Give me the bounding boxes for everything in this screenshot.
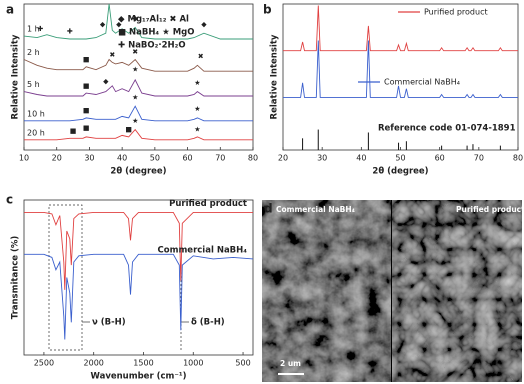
peak-marker: ★ xyxy=(132,66,138,74)
x-tick-label: 70 xyxy=(215,154,225,163)
peak-marker: ■ xyxy=(83,124,90,132)
x-tick-label: 20 xyxy=(278,154,288,163)
series-label: Commercial NaBH₄ xyxy=(158,245,248,255)
peak-marker: ◆ xyxy=(116,20,122,28)
series-line xyxy=(24,211,253,290)
highlight-box xyxy=(48,204,83,351)
peak-marker: ◆ xyxy=(103,77,109,85)
legend-label: Purified product xyxy=(424,8,488,17)
x-tick-label: 80 xyxy=(513,154,523,163)
peak-marker: ★ xyxy=(194,79,200,87)
x-tick-label: 40 xyxy=(356,154,366,163)
peak-marker: ✚ xyxy=(37,25,43,33)
peak-marker: ✖ xyxy=(109,51,115,59)
peak-marker: ◆ xyxy=(201,20,207,28)
series-line xyxy=(283,40,518,98)
sem-image: d Commercial NaBH₄ Purified product 2 um xyxy=(262,200,524,382)
peak-marker: ★ xyxy=(132,117,138,125)
series-label: 20 h xyxy=(27,128,45,137)
peak-marker: ■ xyxy=(125,126,132,134)
peak-marker: ◆ xyxy=(133,15,139,23)
plot-frame xyxy=(23,3,254,151)
peak-marker: ★ xyxy=(132,93,138,101)
image-label: Purified product xyxy=(456,205,524,214)
scale-label: 2 um xyxy=(280,359,301,368)
divider xyxy=(391,200,392,382)
y-axis-label: Relative Intensity xyxy=(270,34,280,119)
x-tick-label: 60 xyxy=(182,154,192,163)
series-label: 2 h xyxy=(27,48,40,57)
x-tick-label: 70 xyxy=(474,154,484,163)
series-line xyxy=(24,128,253,141)
series-label: 10 h xyxy=(27,109,45,118)
series-line xyxy=(23,3,253,40)
annotation: ◆ Mg₁₇Al₁₂ ✖ Al xyxy=(118,15,189,25)
series-label: Purified product xyxy=(169,199,247,209)
x-tick-label: 1500 xyxy=(133,359,153,368)
annotation: ✚ NaBO₂·2H₂O xyxy=(118,41,186,51)
x-tick-label: 20 xyxy=(52,154,62,163)
x-tick-label: 40 xyxy=(117,154,127,163)
x-tick-label: 1000 xyxy=(183,359,203,368)
series-line xyxy=(24,253,254,340)
peak-marker: ✚ xyxy=(67,28,73,36)
peak-marker: ■ xyxy=(83,55,90,63)
peak-marker: ◆ xyxy=(100,20,106,28)
x-axis-label: 2θ (degree) xyxy=(372,167,428,177)
panel-label: c xyxy=(6,193,13,207)
peak-marker: ★ xyxy=(194,105,200,113)
series-label: 1 h xyxy=(27,25,40,34)
x-tick-label: 60 xyxy=(435,154,445,163)
y-axis-label: Relative Intensity xyxy=(11,34,21,119)
sem-left xyxy=(262,200,391,382)
x-tick-label: 2000 xyxy=(84,359,104,368)
panel-label: b xyxy=(263,3,272,17)
x-axis-label: Wavenumber (cm⁻¹) xyxy=(91,372,187,382)
series-line xyxy=(283,5,518,52)
sem-right xyxy=(392,200,522,382)
x-tick-label: 10 xyxy=(19,154,29,163)
series-line xyxy=(24,105,253,122)
y-axis-label: Transmitance (%) xyxy=(11,236,21,320)
panel-label: a xyxy=(6,3,14,17)
x-axis-label: 2θ (degree) xyxy=(110,167,166,177)
peak-marker: ■ xyxy=(83,107,90,115)
peak-marker: ■ xyxy=(70,127,77,135)
plot-frame xyxy=(23,199,254,356)
image-label: Commercial NaBH₄ xyxy=(276,205,355,214)
x-tick-label: 2500 xyxy=(34,359,54,368)
peak-marker: ✖ xyxy=(198,53,204,61)
series-label: 5 h xyxy=(27,80,40,89)
x-tick-label: 30 xyxy=(84,154,94,163)
annotation: ν (B-H) xyxy=(92,318,126,328)
series-line xyxy=(23,58,253,72)
x-tick-label: 500 xyxy=(235,359,250,368)
panel-label: d xyxy=(264,202,273,216)
peak-marker: ★ xyxy=(194,126,200,134)
legend-label: Commercial NaBH₄ xyxy=(384,78,460,87)
x-tick-label: 50 xyxy=(150,154,160,163)
annotation: δ (B-H) xyxy=(191,318,225,328)
peak-marker: ✖ xyxy=(132,48,138,56)
x-tick-label: 30 xyxy=(317,154,327,163)
reference-label: Reference code 01-074-1891 xyxy=(378,124,516,134)
x-tick-label: 50 xyxy=(395,154,405,163)
annotation: ■ NaBH₄ ★ MgO xyxy=(118,28,194,38)
series-line xyxy=(23,78,253,97)
x-tick-label: 80 xyxy=(248,154,258,163)
peak-marker: ■ xyxy=(83,82,90,90)
